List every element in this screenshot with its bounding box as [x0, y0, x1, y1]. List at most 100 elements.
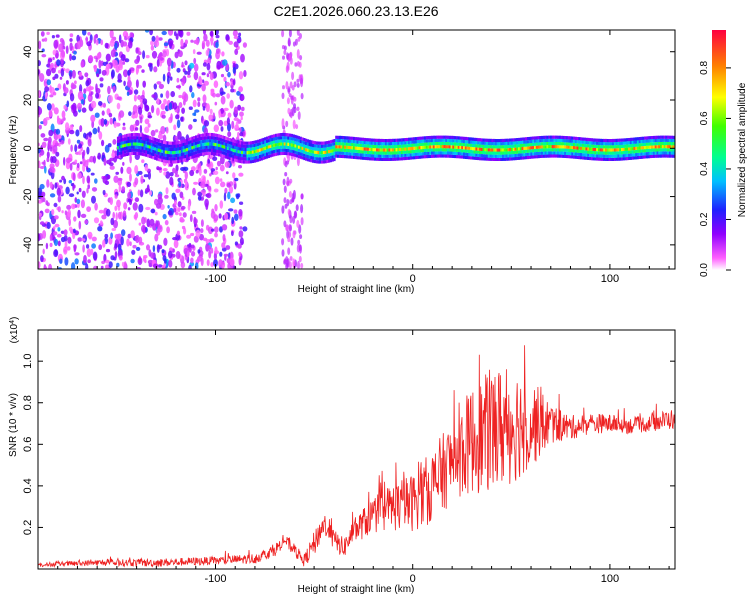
heatmap-cell — [68, 218, 71, 227]
heatmap-cell — [287, 142, 290, 146]
heatmap-cell — [324, 150, 327, 154]
heatmap-cell — [140, 149, 143, 153]
heatmap-cell — [668, 138, 672, 142]
heatmap-cell — [622, 157, 625, 161]
heatmap-cell — [546, 151, 549, 155]
heatmap-cell — [156, 81, 162, 85]
heatmap-cell — [197, 249, 201, 254]
heatmap-cell — [38, 261, 41, 269]
heatmap-cell — [180, 116, 184, 122]
heatmap-cell — [315, 160, 318, 164]
heatmap-cell — [171, 147, 175, 152]
heatmap-cell — [197, 97, 201, 102]
heatmap-cell — [138, 170, 143, 175]
heatmap-cell — [288, 231, 292, 238]
heatmap-cell — [553, 148, 556, 152]
heatmap-cell — [310, 140, 313, 144]
heatmap-cell — [470, 137, 473, 141]
heatmap-cell — [519, 144, 522, 148]
heatmap-cell — [292, 143, 295, 147]
heatmap-cell — [505, 151, 508, 155]
heatmap-cell — [473, 137, 476, 141]
heatmap-cell — [312, 150, 315, 154]
heatmap-cell — [238, 71, 244, 80]
heatmap-cell — [337, 135, 340, 139]
heatmap-cell — [670, 145, 673, 149]
heatmap-cell — [230, 138, 233, 142]
heatmap-cell — [422, 136, 425, 140]
heatmap-cell — [177, 207, 181, 213]
heatmap-cell — [134, 145, 137, 149]
heatmap-cell — [454, 142, 457, 146]
heatmap-cell — [310, 149, 313, 153]
colorbar-tick-label: 0.6 — [699, 111, 710, 125]
heatmap-cell — [329, 140, 333, 144]
heatmap-cell — [225, 146, 228, 150]
heatmap-cell — [262, 137, 265, 142]
heatmap-cell — [319, 151, 322, 155]
heatmap-cell — [264, 149, 267, 153]
heatmap-cell — [301, 156, 304, 160]
heatmap-cell — [92, 155, 96, 164]
heatmap-cell — [585, 140, 588, 145]
heatmap-cell — [179, 147, 182, 151]
heatmap-cell — [526, 149, 530, 153]
heatmap-cell — [126, 238, 130, 247]
heatmap-cell — [157, 139, 160, 143]
heatmap-cell — [216, 149, 219, 153]
heatmap-cell — [624, 157, 627, 161]
heatmap-cell — [139, 189, 144, 198]
heatmap-cell — [658, 154, 661, 158]
heatmap-cell — [195, 147, 198, 152]
heatmap-cell — [139, 116, 143, 124]
heatmap-cell — [384, 142, 388, 146]
heatmap-cell — [294, 134, 297, 139]
heatmap-cell — [285, 151, 288, 156]
heatmap-cell — [116, 139, 120, 143]
heatmap-cell — [260, 147, 263, 152]
heatmap-cell — [342, 139, 345, 143]
heatmap-cell — [612, 138, 615, 143]
heatmap-cell — [136, 142, 139, 146]
heatmap-cell — [285, 256, 289, 262]
heatmap-cell — [55, 34, 60, 38]
heatmap-cell — [523, 140, 526, 144]
heatmap-cell — [131, 151, 134, 156]
heatmap-cell — [392, 157, 395, 161]
heatmap-cell — [54, 249, 58, 256]
heatmap-cell — [191, 149, 194, 153]
heatmap-cell — [253, 153, 256, 157]
heatmap-cell — [244, 141, 247, 145]
heatmap-cell — [235, 149, 238, 153]
heatmap-cell — [518, 137, 521, 142]
heatmap-cell — [153, 83, 157, 90]
heatmap-cell — [219, 164, 225, 172]
heatmap-cell — [587, 147, 590, 151]
heatmap-cell — [489, 145, 492, 149]
heatmap-cell — [498, 142, 501, 146]
heatmap-cell — [308, 139, 311, 143]
x-tick-label: -100 — [204, 273, 226, 285]
heatmap-cell — [121, 186, 126, 193]
heatmap-cell — [358, 156, 361, 160]
heatmap-cell — [145, 137, 148, 142]
heatmap-cell — [296, 60, 300, 67]
heatmap-cell — [82, 244, 85, 253]
heatmap-cell — [241, 157, 244, 161]
heatmap-cell — [223, 120, 228, 127]
heatmap-cell — [399, 138, 402, 142]
heatmap-cell — [592, 157, 595, 161]
heatmap-cell — [149, 30, 153, 36]
heatmap-cell — [38, 212, 42, 217]
heatmap-cell — [386, 151, 389, 155]
heatmap-cell — [76, 40, 82, 50]
heatmap-cell — [135, 79, 139, 88]
heatmap-cell — [368, 141, 372, 145]
heatmap-cell — [303, 156, 306, 161]
heatmap-cell — [57, 134, 62, 139]
heatmap-cell — [225, 142, 228, 147]
heatmap-cell — [560, 135, 563, 139]
heatmap-cell — [184, 151, 187, 155]
heatmap-cell — [468, 149, 471, 153]
heatmap-cell — [248, 144, 251, 148]
